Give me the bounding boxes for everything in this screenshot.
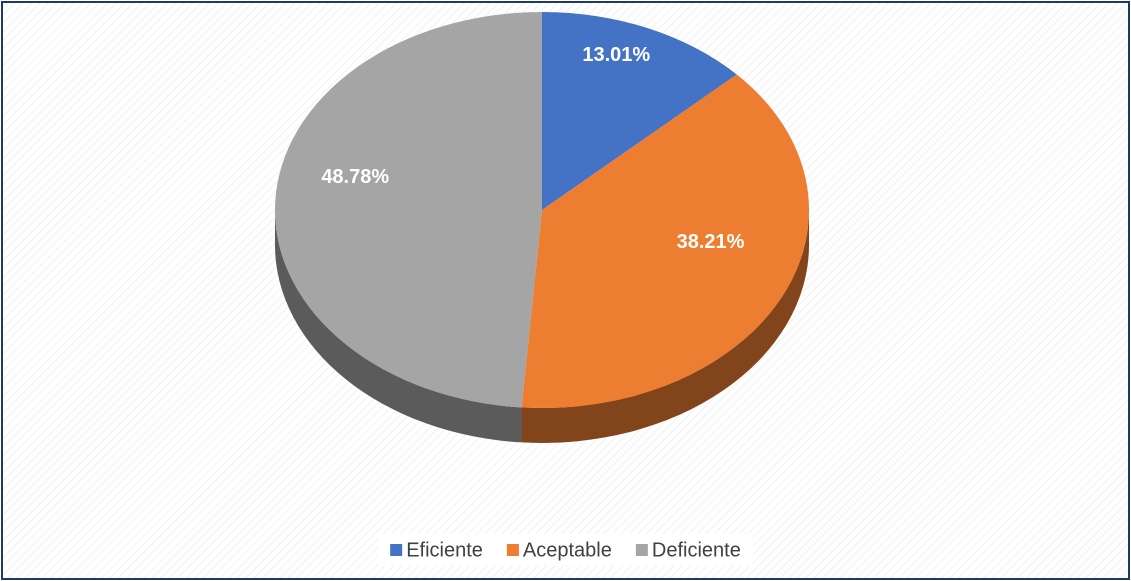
slice-side [521, 210, 810, 444]
data-label: 13.01% [582, 44, 650, 66]
legend-swatch [390, 544, 403, 556]
slice [521, 74, 810, 409]
legend-background [378, 534, 753, 566]
legend: Eficiente Aceptable Deficiente [378, 534, 753, 566]
pie: 13.01% 38.21% 48.78% [274, 12, 810, 444]
legend-label: Deficiente [652, 539, 741, 561]
slice [542, 12, 737, 210]
legend-label: Eficiente [406, 539, 483, 561]
slice [274, 12, 542, 408]
data-label: 48.78% [321, 166, 389, 188]
legend-swatch [635, 544, 648, 556]
legend-swatch [506, 544, 519, 556]
legend-label: Aceptable [523, 539, 612, 561]
data-label: 38.21% [677, 231, 745, 253]
slice-side [275, 210, 522, 443]
